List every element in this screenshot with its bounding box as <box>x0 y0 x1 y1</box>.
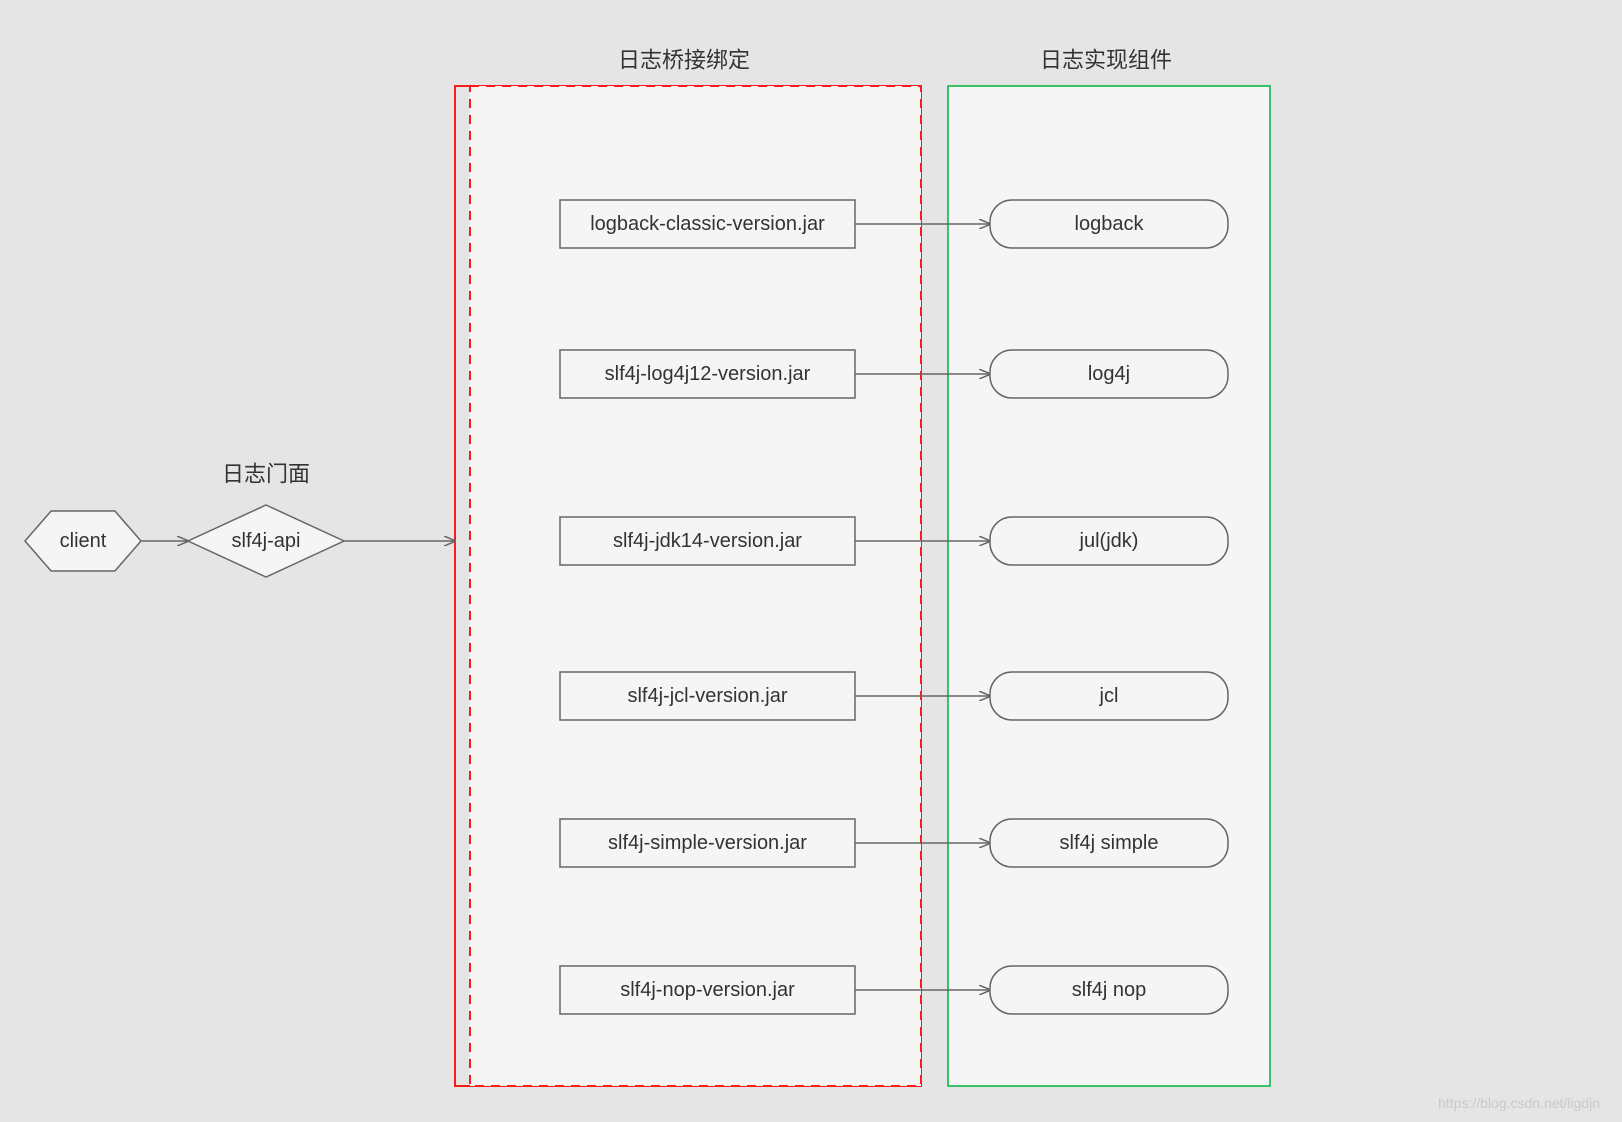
impl-label: slf4j nop <box>1072 979 1147 1001</box>
bridge-jar-label: slf4j-log4j12-version.jar <box>605 363 811 385</box>
impl-label: log4j <box>1088 363 1130 385</box>
bridge-jar-label: slf4j-jcl-version.jar <box>627 685 787 707</box>
watermark-text: https://blog.csdn.net/ligdjn <box>1438 1095 1600 1111</box>
slf4j-api-label: slf4j-api <box>232 530 301 552</box>
bridge-jar-label: logback-classic-version.jar <box>590 213 825 235</box>
client-label: client <box>60 530 107 552</box>
bridge-jar-label: slf4j-nop-version.jar <box>620 979 795 1001</box>
impl-label: jcl <box>1099 685 1119 707</box>
bridge-jar-label: slf4j-simple-version.jar <box>608 832 807 854</box>
impl-label: jul(jdk) <box>1079 530 1139 552</box>
slf4j-architecture-diagram: 日志门面 日志桥接绑定 日志实现组件 client slf4j-api logback-c… <box>0 0 1622 1122</box>
impl-title: 日志实现组件 <box>1040 48 1172 73</box>
bridge-jar-label: slf4j-jdk14-version.jar <box>613 530 802 552</box>
bridge-title: 日志桥接绑定 <box>618 48 750 73</box>
impl-label: logback <box>1075 213 1145 235</box>
facade-title: 日志门面 <box>222 462 310 487</box>
impl-label: slf4j simple <box>1060 832 1159 854</box>
